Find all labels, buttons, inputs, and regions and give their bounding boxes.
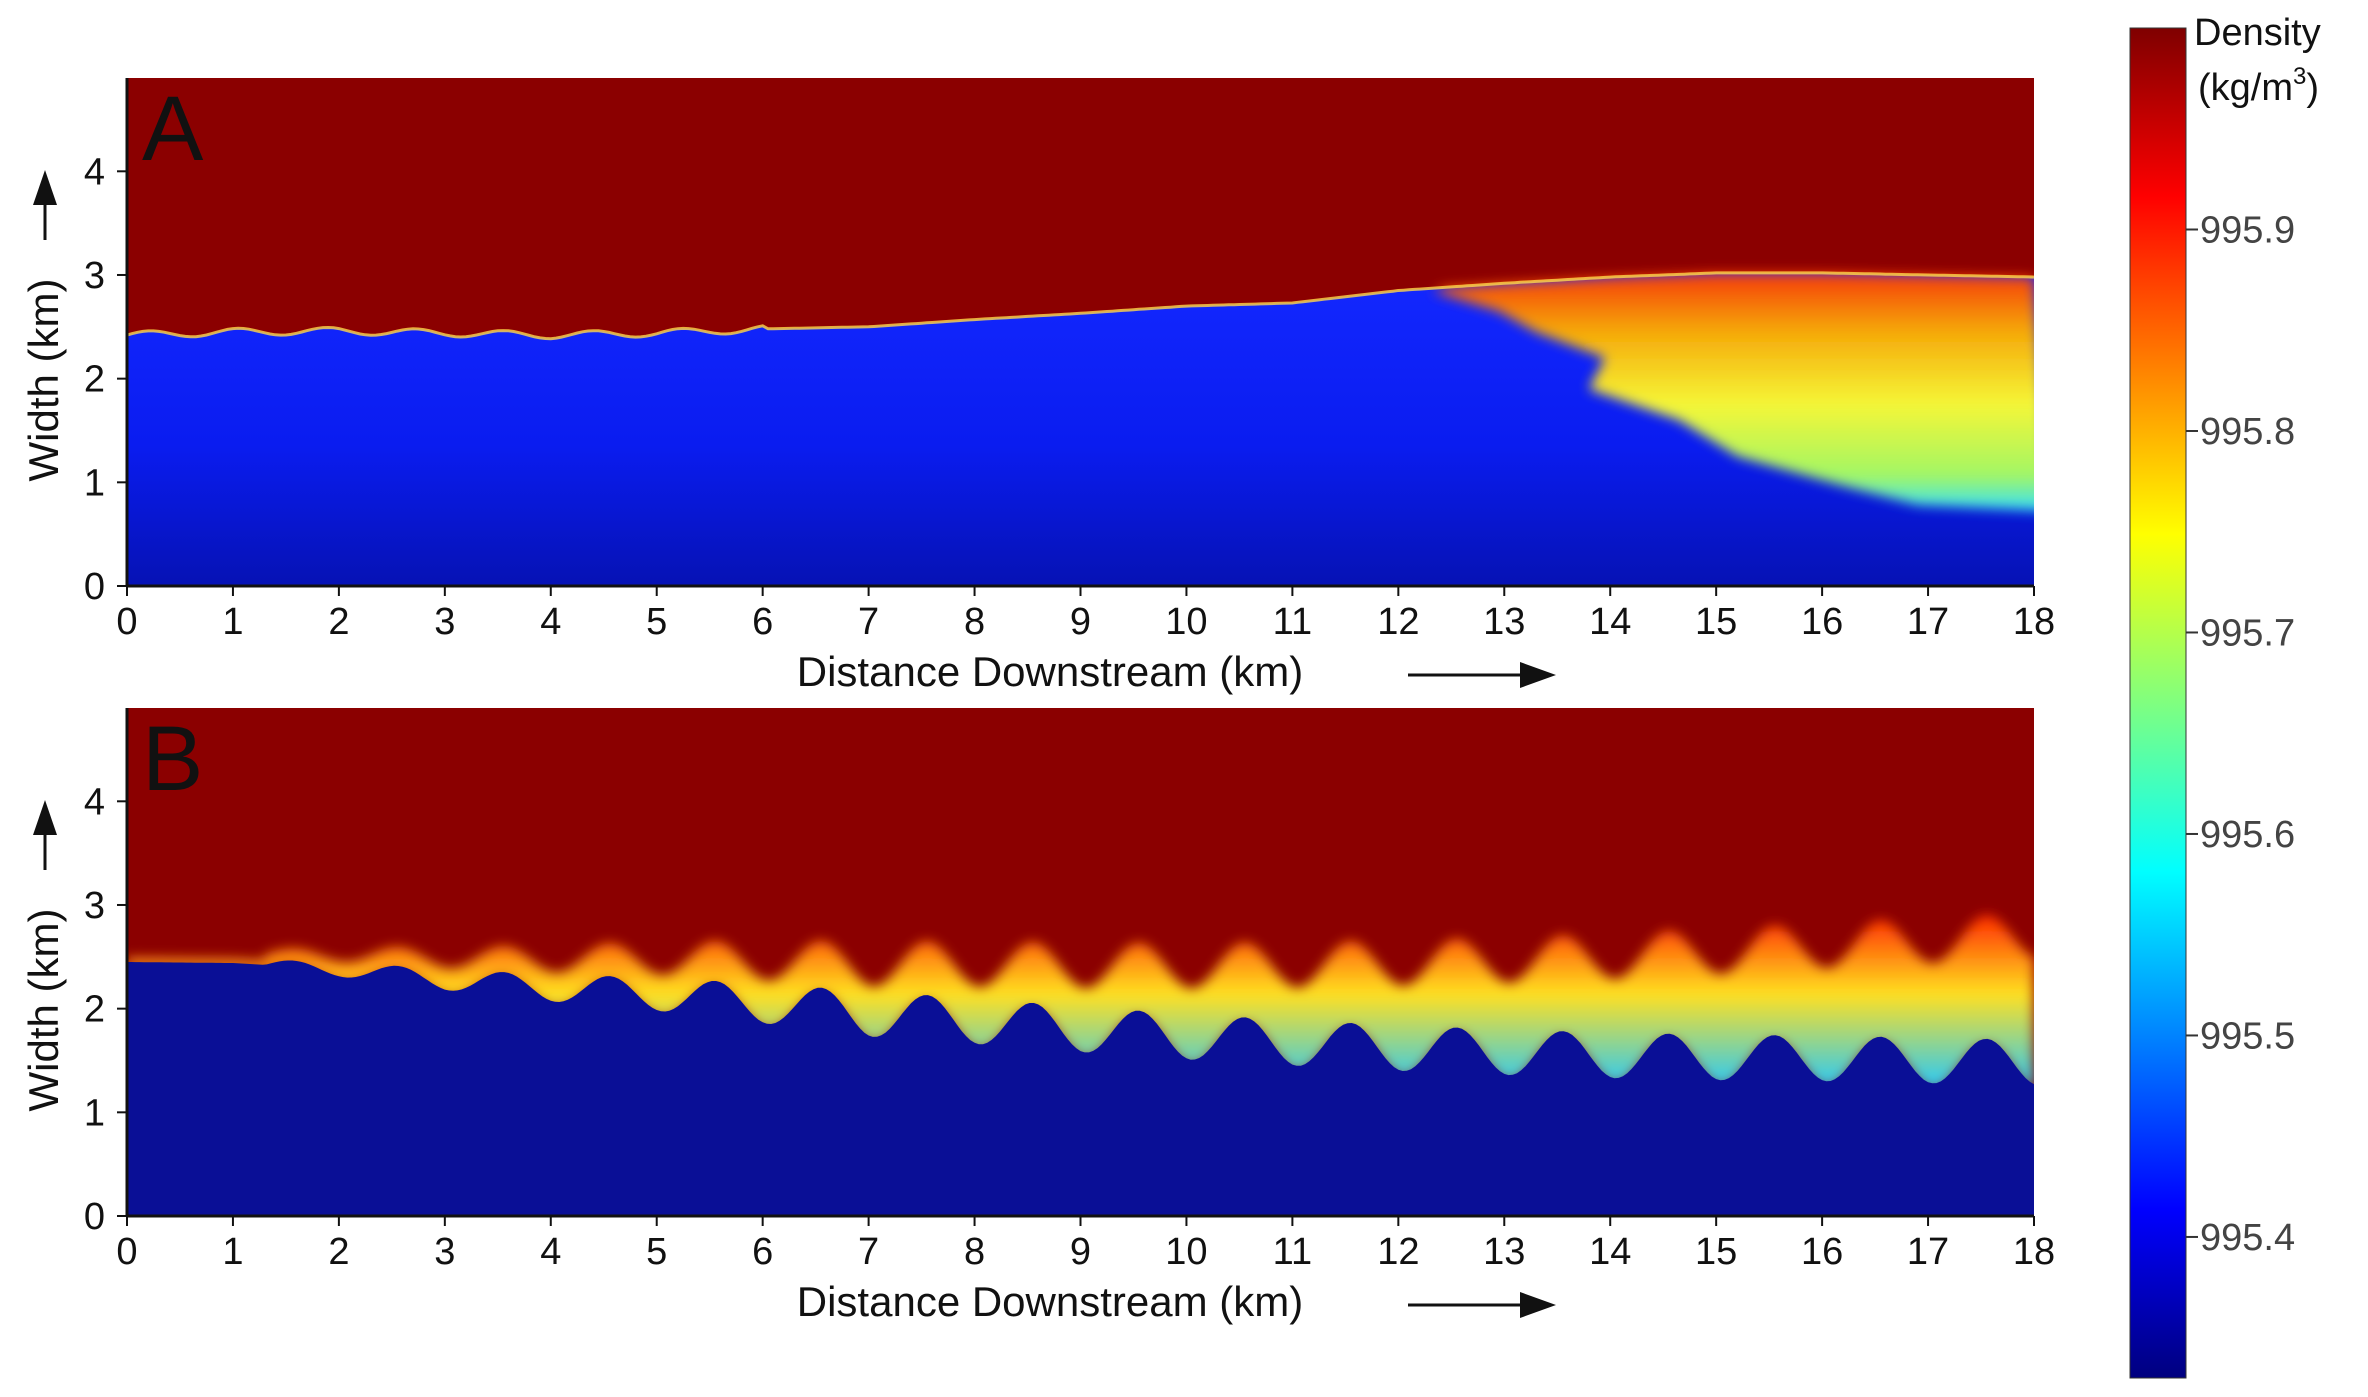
panel-b-ytick-label: 0 — [84, 1196, 105, 1238]
panel-a-xtick-label: 16 — [1801, 601, 1843, 643]
panel-a-xtick-label: 13 — [1483, 601, 1525, 643]
panel-a-xtick-label: 2 — [328, 601, 349, 643]
panel-b-ylabel: Width (km) — [20, 909, 67, 1112]
panel-a-ylabel-arrow — [33, 170, 57, 240]
panel-b-xtick-label: 0 — [116, 1231, 137, 1273]
panel-a-xtick-label: 6 — [752, 601, 773, 643]
colorbar-tick-label: 995.8 — [2200, 411, 2295, 453]
panel-b-ytick-label: 2 — [84, 989, 105, 1031]
panel-b-low-density-region — [127, 960, 2034, 1216]
panel-b-xlabel-arrow — [1408, 1292, 1556, 1318]
panel-a-letter: A — [142, 78, 204, 180]
panel-a-xlabel-arrow — [1408, 662, 1556, 688]
panel-a-xtick-label: 18 — [2013, 601, 2055, 643]
panel-a-xtick-label: 14 — [1589, 601, 1631, 643]
panel-a-xtick-label: 1 — [222, 601, 243, 643]
panel-a-xtick-label: 10 — [1165, 601, 1207, 643]
panel-b-xtick-label: 2 — [328, 1231, 349, 1273]
colorbar-tick-label: 995.7 — [2200, 612, 2295, 654]
colorbar-gradient — [2129, 27, 2187, 1379]
panel-b-ylabel-arrow — [33, 800, 57, 870]
panel-b-xtick-label: 12 — [1377, 1231, 1419, 1273]
panel-b-xlabel: Distance Downstream (km) — [797, 1278, 1303, 1325]
panel-a-xtick-label: 5 — [646, 601, 667, 643]
panel-b-xtick-label: 9 — [1070, 1231, 1091, 1273]
colorbar-tick-label: 995.4 — [2200, 1217, 2295, 1259]
panel-a-mixing-zone — [1430, 272, 2034, 511]
panel-a-ytick-label: 1 — [84, 462, 105, 504]
panel-b-xtick-label: 4 — [540, 1231, 561, 1273]
panel-a-xtick-label: 7 — [858, 601, 879, 643]
panel-b-xtick-label: 13 — [1483, 1231, 1525, 1273]
panel-b-xtick-label: 6 — [752, 1231, 773, 1273]
panel-a-ytick-label: 3 — [84, 255, 105, 297]
panel-b-ytick-label: 4 — [84, 781, 105, 823]
panel-a-xtick-label: 9 — [1070, 601, 1091, 643]
colorbar-ticks: 995.9 995.8 995.7 995.6 995.5 995.4 — [2186, 209, 2295, 1259]
panel-b-xtick-label: 7 — [858, 1231, 879, 1273]
panel-a-xtick-label: 11 — [1273, 601, 1312, 643]
panel-b-xtick-label: 11 — [1273, 1231, 1312, 1273]
panel-a-low-density-region — [127, 272, 2034, 586]
panel-a-xtick-label: 12 — [1377, 601, 1419, 643]
panel-a-xtick-label: 3 — [434, 601, 455, 643]
panel-b-xtick-label: 8 — [964, 1231, 985, 1273]
panel-b-xtick-label: 1 — [222, 1231, 243, 1273]
panel-b-xtick-label: 3 — [434, 1231, 455, 1273]
panel-a-xtick-label: 15 — [1695, 601, 1737, 643]
panel-b-ytick-label: 3 — [84, 885, 105, 927]
panel-b-xtick-label: 14 — [1589, 1231, 1631, 1273]
panel-b-xtick-label: 18 — [2013, 1231, 2055, 1273]
panel-a-xtick-label: 4 — [540, 601, 561, 643]
panel-b-letter: B — [142, 708, 203, 810]
panel-b-xtick-label: 16 — [1801, 1231, 1843, 1273]
colorbar-title-line1: Density — [2194, 12, 2321, 54]
panel-b-xtick-label: 5 — [646, 1231, 667, 1273]
panel-a-ylabel: Width (km) — [20, 279, 67, 482]
panel-b-mixing-zone — [127, 915, 2034, 1091]
panel-a-xtick-label: 0 — [116, 601, 137, 643]
panel-b-ytick-label: 1 — [84, 1092, 105, 1134]
panel-a-ytick-label: 4 — [84, 151, 105, 193]
colorbar-tick-label: 995.9 — [2200, 209, 2295, 251]
panel-b-xtick-label: 15 — [1695, 1231, 1737, 1273]
panel-a-interface-line — [127, 271, 2034, 341]
colorbar-title-line2: (kg/m3) — [2198, 63, 2319, 109]
panel-a-xtick-label: 8 — [964, 601, 985, 643]
colorbar-tick-label: 995.6 — [2200, 814, 2295, 856]
colorbar-tick-label: 995.5 — [2200, 1015, 2295, 1057]
panel-a-ytick-label: 2 — [84, 359, 105, 401]
panel-b-xtick-label: 17 — [1907, 1231, 1949, 1273]
panel-a-xlabel: Distance Downstream (km) — [797, 648, 1303, 695]
panel-b-xtick-label: 10 — [1165, 1231, 1207, 1273]
panel-a-xtick-label: 17 — [1907, 601, 1949, 643]
colorbar: Density (kg/m3) 995.9995.8995.7995.6995.… — [2129, 12, 2321, 1379]
panel-a-ytick-label: 0 — [84, 566, 105, 608]
